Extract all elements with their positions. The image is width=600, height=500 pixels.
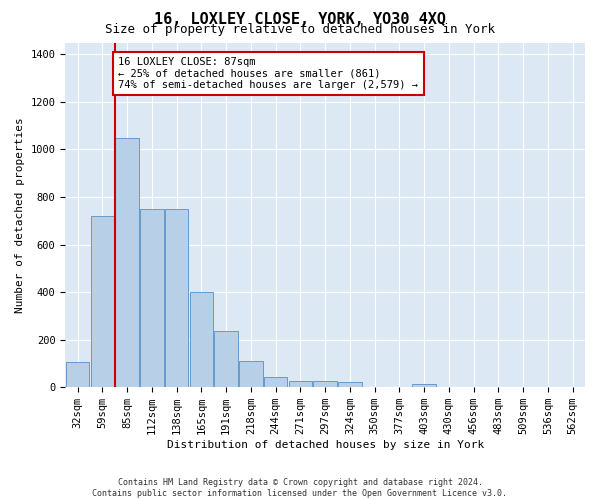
- Bar: [66, 362, 89, 387]
- Bar: [338, 382, 362, 387]
- Bar: [412, 384, 436, 387]
- Bar: [289, 380, 312, 387]
- Bar: [165, 209, 188, 387]
- Bar: [264, 376, 287, 387]
- Text: Size of property relative to detached houses in York: Size of property relative to detached ho…: [105, 22, 495, 36]
- Y-axis label: Number of detached properties: Number of detached properties: [15, 117, 25, 312]
- Text: Contains HM Land Registry data © Crown copyright and database right 2024.
Contai: Contains HM Land Registry data © Crown c…: [92, 478, 508, 498]
- Bar: [190, 292, 213, 387]
- Bar: [239, 361, 263, 387]
- X-axis label: Distribution of detached houses by size in York: Distribution of detached houses by size …: [167, 440, 484, 450]
- Text: 16 LOXLEY CLOSE: 87sqm
← 25% of detached houses are smaller (861)
74% of semi-de: 16 LOXLEY CLOSE: 87sqm ← 25% of detached…: [118, 57, 418, 90]
- Bar: [313, 380, 337, 387]
- Bar: [214, 332, 238, 387]
- Text: 16, LOXLEY CLOSE, YORK, YO30 4XQ: 16, LOXLEY CLOSE, YORK, YO30 4XQ: [154, 12, 446, 28]
- Bar: [140, 209, 164, 387]
- Bar: [115, 138, 139, 387]
- Bar: [91, 216, 114, 387]
